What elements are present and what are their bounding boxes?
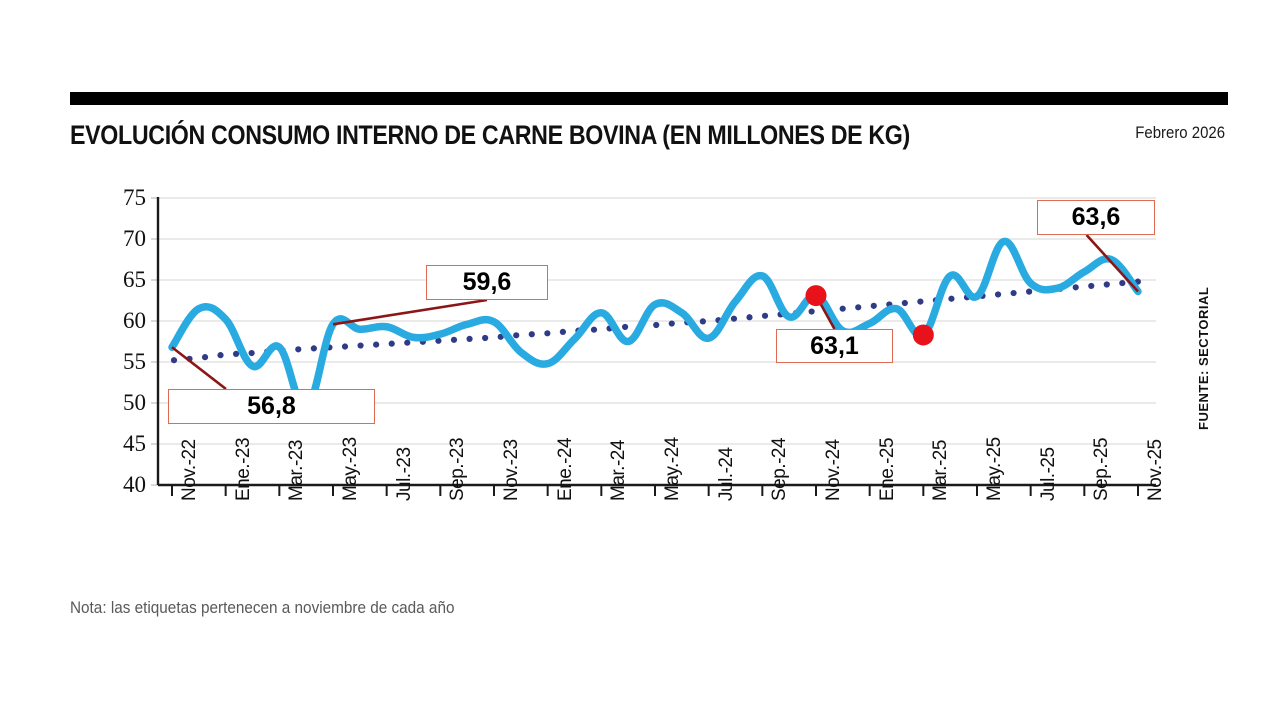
x-axis-tick-label: Jul.-25 — [1037, 447, 1059, 501]
x-axis-tick-label: Nov.-23 — [501, 439, 522, 501]
chart-note: Nota: las etiquetas pertenecen a noviemb… — [70, 598, 455, 617]
header-rule — [70, 92, 1228, 105]
report-date: Febrero 2026 — [1135, 123, 1225, 142]
y-axis-tick-label: 40 — [123, 472, 146, 497]
x-axis-tick-label: May.-25 — [984, 437, 1005, 501]
x-axis-tick-label: Sep.-25 — [1091, 437, 1113, 501]
y-axis-tick-label: 55 — [123, 349, 146, 374]
x-axis-tick-label: May.-23 — [340, 437, 361, 501]
y-axis-tick-label: 65 — [123, 267, 146, 292]
x-tick-marks — [171, 485, 1139, 496]
x-axis-tick-label: Ene.-24 — [554, 437, 576, 501]
y-axis-tick-label: 60 — [123, 308, 146, 333]
chart-source: FUENTE: SECTORIAL — [1196, 286, 1211, 430]
axis-lines — [156, 197, 1156, 487]
highlight-markers — [805, 285, 934, 346]
x-axis-tick-label: Mar.-23 — [286, 440, 308, 501]
x-axis-tick-label: Sep.-24 — [769, 437, 791, 501]
y-axis-tick-label: 45 — [123, 431, 146, 456]
y-axis-tick-label: 75 — [123, 185, 146, 210]
page-title: EVOLUCIÓN CONSUMO INTERNO DE CARNE BOVIN… — [70, 120, 910, 150]
x-axis-tick-label: Jul.-23 — [393, 447, 415, 501]
value-callout: 63,6 — [1037, 200, 1155, 235]
y-axis-tick-label: 50 — [123, 390, 146, 415]
value-callout: 59,6 — [426, 265, 548, 300]
x-axis-tick-label: Ene.-23 — [232, 437, 254, 501]
x-axis-tick-label: Jul.-24 — [715, 447, 737, 501]
x-axis-tick-label: May.-24 — [662, 437, 683, 501]
value-callout: 56,8 — [168, 389, 375, 424]
x-axis-tick-label: Ene.-25 — [876, 437, 898, 501]
x-axis-tick-label: Mar.-25 — [930, 440, 952, 501]
consumption-line-series — [168, 237, 1142, 413]
x-axis-tick-label: Sep.-23 — [447, 437, 469, 501]
x-axis-tick-label: Nov.-22 — [179, 439, 200, 501]
x-axis-tick-label: Nov.-24 — [823, 439, 844, 501]
callout-leader-lines — [171, 234, 1139, 391]
value-callout: 63,1 — [776, 329, 893, 363]
x-axis-tick-label: Mar.-24 — [608, 440, 630, 501]
x-axis-tick-label: Nov.-25 — [1145, 439, 1166, 501]
y-axis-tick-label: 70 — [123, 226, 146, 251]
